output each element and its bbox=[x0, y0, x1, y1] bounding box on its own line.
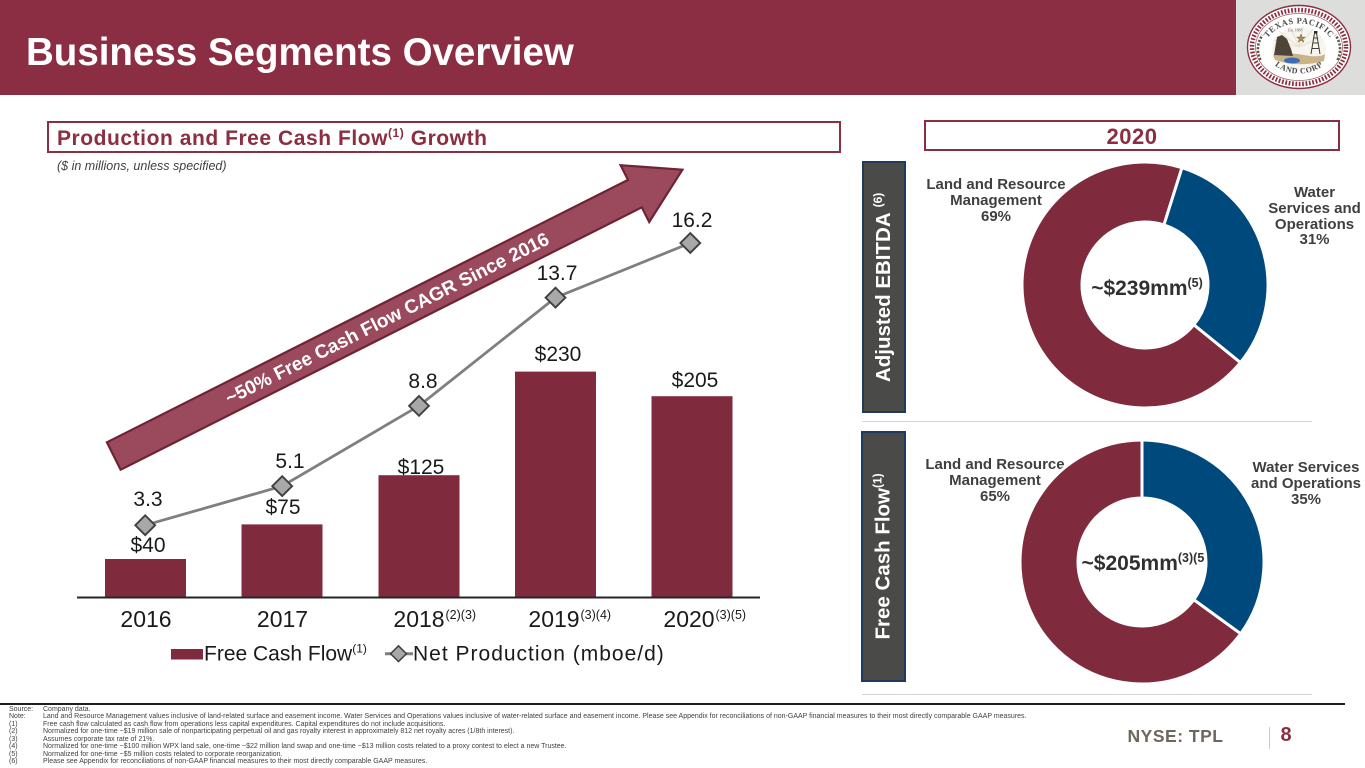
svg-text:Est. 1888: Est. 1888 bbox=[1288, 29, 1302, 33]
svg-text:(2)(3): (2)(3) bbox=[446, 608, 477, 622]
svg-text:Free Cash Flow(1): Free Cash Flow(1) bbox=[204, 642, 367, 666]
svg-text:2020: 2020 bbox=[663, 606, 714, 632]
svg-text:Net Production (mboe/d): Net Production (mboe/d) bbox=[413, 643, 665, 666]
svg-text:2019: 2019 bbox=[528, 606, 579, 632]
svg-text:3.3: 3.3 bbox=[133, 488, 162, 511]
svg-text:13.7: 13.7 bbox=[537, 262, 578, 285]
svg-text:$230: $230 bbox=[535, 343, 582, 366]
svg-text:~50% Free Cash Flow CAGR Since: ~50% Free Cash Flow CAGR Since 2016 bbox=[222, 229, 553, 409]
svg-text:2016: 2016 bbox=[120, 606, 171, 632]
svg-text:$205: $205 bbox=[672, 369, 719, 392]
svg-text:16.2: 16.2 bbox=[672, 209, 713, 232]
svg-text:2017: 2017 bbox=[257, 606, 308, 632]
svg-text:2018: 2018 bbox=[393, 606, 444, 632]
svg-text:$75: $75 bbox=[265, 496, 300, 519]
svg-text:(3)(4): (3)(4) bbox=[581, 608, 612, 622]
svg-text:$40: $40 bbox=[130, 534, 165, 557]
svg-text:$125: $125 bbox=[398, 456, 445, 479]
svg-text:5.1: 5.1 bbox=[275, 450, 304, 473]
svg-text:8.8: 8.8 bbox=[408, 370, 437, 393]
svg-text:(3)(5): (3)(5) bbox=[716, 608, 747, 622]
